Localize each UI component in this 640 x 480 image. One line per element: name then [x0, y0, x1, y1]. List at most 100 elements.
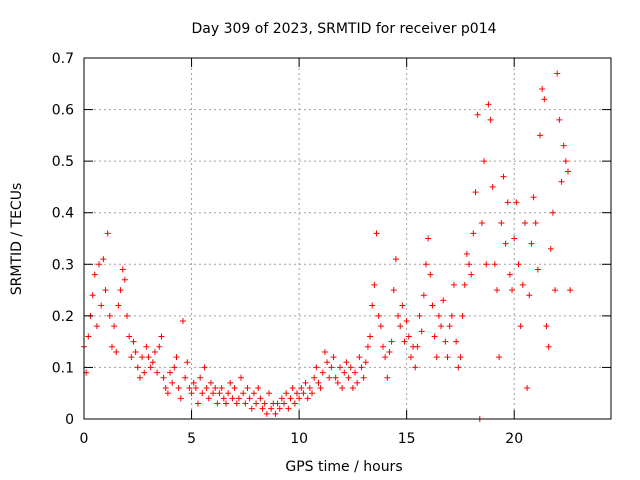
data-point	[438, 323, 445, 330]
data-point	[291, 400, 298, 407]
data-point	[487, 116, 494, 123]
data-point	[360, 374, 367, 381]
data-point	[199, 390, 206, 397]
data-point	[222, 400, 229, 407]
data-point	[356, 354, 363, 361]
data-point	[257, 395, 264, 402]
data-point	[124, 312, 131, 319]
data-point	[526, 292, 533, 299]
data-point	[562, 158, 569, 165]
data-point	[188, 390, 195, 397]
data-point	[446, 323, 453, 330]
data-point	[405, 333, 412, 340]
data-point	[500, 173, 507, 180]
x-tick-label: 5	[187, 431, 196, 447]
y-tick-label: 0.5	[52, 154, 74, 170]
data-point	[534, 266, 541, 273]
data-point	[164, 390, 171, 397]
data-point	[126, 333, 133, 340]
data-point	[186, 385, 193, 392]
data-point	[229, 395, 236, 402]
data-point	[521, 220, 528, 227]
data-point	[481, 158, 488, 165]
data-point	[552, 287, 559, 294]
data-point	[205, 395, 212, 402]
data-point	[545, 343, 552, 350]
data-point	[255, 385, 262, 392]
data-point	[268, 405, 275, 412]
data-point	[139, 354, 146, 361]
data-point	[455, 364, 462, 371]
data-point	[106, 312, 113, 319]
data-point	[407, 354, 414, 361]
data-point	[141, 369, 148, 376]
data-point	[117, 287, 124, 294]
data-point	[541, 96, 548, 103]
data-point	[253, 400, 260, 407]
data-point	[104, 230, 111, 237]
data-point	[259, 405, 266, 412]
y-tick-label: 0.7	[52, 51, 74, 67]
data-point	[373, 230, 380, 237]
data-point	[145, 354, 152, 361]
data-point	[235, 395, 242, 402]
x-tick-label: 20	[505, 431, 523, 447]
data-point	[203, 385, 210, 392]
data-point	[96, 261, 103, 268]
data-point	[227, 379, 234, 386]
data-point	[321, 348, 328, 355]
data-point	[225, 390, 232, 397]
data-point	[143, 343, 150, 350]
data-point	[220, 395, 227, 402]
data-point	[319, 369, 326, 376]
data-point	[429, 302, 436, 309]
data-point	[425, 235, 432, 242]
data-point	[177, 395, 184, 402]
data-point	[182, 374, 189, 381]
data-point	[397, 323, 404, 330]
data-point	[309, 390, 316, 397]
data-point	[169, 379, 176, 386]
x-tick-label: 0	[80, 431, 89, 447]
data-point	[517, 323, 524, 330]
data-point	[231, 385, 238, 392]
data-point	[491, 261, 498, 268]
data-point	[382, 354, 389, 361]
data-point	[246, 395, 253, 402]
data-point	[330, 354, 337, 361]
data-point	[478, 220, 485, 227]
data-point	[511, 235, 518, 242]
data-point	[283, 390, 290, 397]
data-point	[459, 312, 466, 319]
x-tick-label: 10	[290, 431, 308, 447]
data-point	[130, 338, 137, 345]
data-point	[298, 385, 305, 392]
data-point	[184, 359, 191, 366]
data-point	[485, 101, 492, 108]
data-point	[121, 276, 128, 283]
data-point	[549, 209, 556, 216]
data-point	[423, 261, 430, 268]
data-point	[210, 390, 217, 397]
data-point	[412, 364, 419, 371]
data-point	[379, 343, 386, 350]
data-point	[401, 338, 408, 345]
data-point	[347, 364, 354, 371]
data-point	[158, 333, 165, 340]
data-point	[457, 354, 464, 361]
data-point	[289, 385, 296, 392]
y-tick-label: 0.6	[52, 103, 74, 119]
data-point	[214, 400, 221, 407]
data-point	[453, 338, 460, 345]
data-point	[336, 364, 343, 371]
data-point	[263, 410, 270, 417]
data-point	[300, 390, 307, 397]
data-point	[113, 348, 120, 355]
data-point	[403, 318, 410, 325]
data-point	[472, 189, 479, 196]
data-point	[162, 385, 169, 392]
data-point	[369, 302, 376, 309]
data-point	[513, 199, 520, 206]
data-point	[386, 348, 393, 355]
data-point	[151, 348, 158, 355]
